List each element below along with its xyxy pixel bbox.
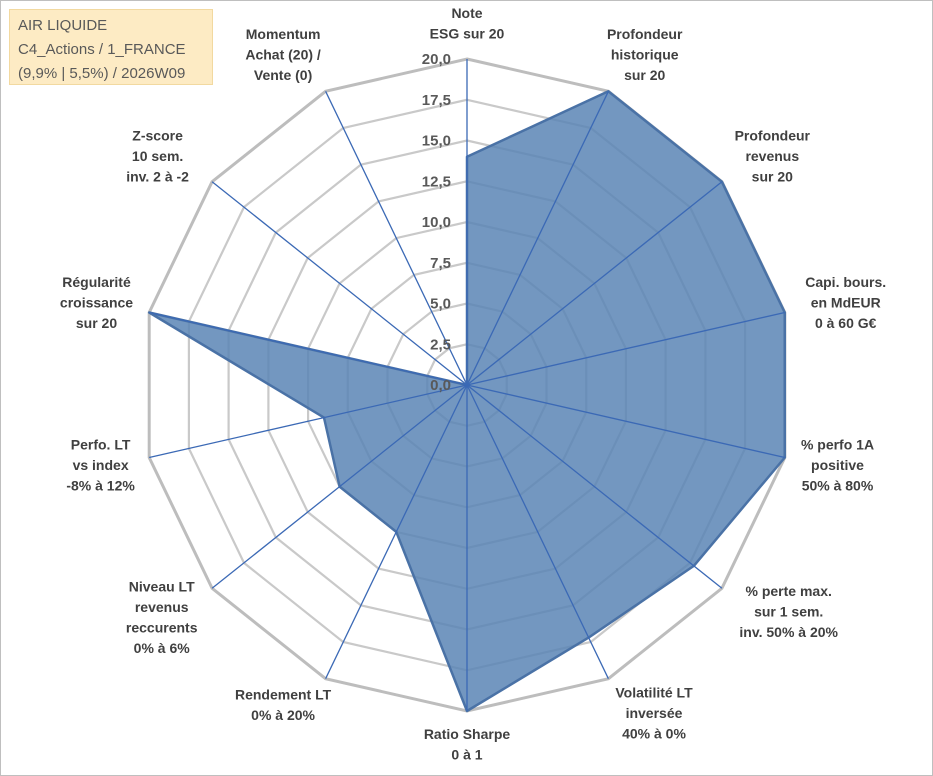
axis-label-line: reccurents	[126, 620, 198, 636]
axis-label-line: -8% à 12%	[66, 478, 135, 494]
tick-label: 17,5	[422, 92, 451, 109]
axis-label-line: % perfo 1A	[801, 437, 874, 453]
axis-label-line: historique	[611, 46, 679, 62]
radar-axis-labels: Note ESG sur 20 Profondeur historique sur 20…	[60, 5, 886, 763]
axis-spoke	[211, 181, 468, 386]
axis-label-line: % perte max.	[746, 583, 832, 599]
axis-spoke	[149, 384, 468, 459]
axis-label-line: sur 1 sem.	[754, 604, 823, 620]
axis-label-line: Volatilité LT	[615, 685, 693, 701]
axis-label: Profondeur revenus sur 20	[735, 127, 811, 184]
radar-tick-labels: 0,0 2,5 5,0 7,5 10,0 12,5 15,0 17,5 20,0	[422, 51, 451, 394]
tick-label: 5,0	[430, 296, 451, 313]
info-box: AIR LIQUIDE C4_Actions / 1_FRANCE (9,9% …	[9, 9, 213, 85]
axis-label-line: 0% à 6%	[134, 640, 191, 656]
axis-label-line: revenus	[135, 599, 189, 615]
axis-spoke	[466, 384, 723, 589]
axis-label: Capi. bours. en MdEUR 0 à 60 G€	[805, 274, 886, 331]
axis-spoke	[466, 311, 785, 386]
axis-spoke	[466, 384, 609, 679]
axis-label: Rendement LT 0% à 20%	[235, 687, 332, 724]
axis-spoke	[211, 384, 468, 589]
axis-label: % perfo 1A positive 50% à 80%	[801, 437, 874, 494]
axis-label-line: Z-score	[132, 127, 183, 143]
axis-label-line: sur 20	[752, 168, 793, 184]
axis-label: Volatilité LT inversée 40% à 0%	[615, 685, 693, 742]
radar-spokes	[149, 59, 785, 711]
tick-label: 0,0	[430, 377, 451, 394]
tick-label: 2,5	[430, 336, 451, 353]
axis-label: Niveau LT revenus reccurents 0% à 6%	[126, 579, 198, 657]
axis-label-line: en MdEUR	[811, 294, 881, 310]
axis-label-line: Perfo. LT	[71, 437, 131, 453]
info-period: (9,9% | 5,5%) / 2026W09	[18, 65, 186, 82]
axis-label-line: Achat (20) /	[245, 46, 321, 62]
axis-label-line: sur 20	[624, 67, 665, 83]
tick-label: 20,0	[422, 51, 451, 68]
axis-label-line: Niveau LT	[129, 579, 195, 595]
axis-spoke	[149, 311, 468, 386]
axis-label-line: 10 sem.	[132, 148, 183, 164]
axis-label-line: 0% à 20%	[251, 707, 315, 723]
axis-spoke	[466, 91, 609, 386]
axis-label-line: ESG sur 20	[430, 26, 505, 42]
axis-label: Ratio Sharpe 0 à 1	[424, 726, 511, 763]
axis-label-line: Ratio Sharpe	[424, 726, 511, 742]
axis-label-line: 0 à 60 G€	[815, 315, 877, 331]
axis-label-line: revenus	[745, 148, 799, 164]
axis-label-line: inv. 50% à 20%	[739, 624, 838, 640]
axis-spoke	[466, 384, 785, 459]
axis-label: Profondeur historique sur 20	[607, 26, 683, 83]
axis-label: Note ESG sur 20	[430, 5, 505, 42]
tick-label: 7,5	[430, 255, 451, 272]
axis-label-line: Profondeur	[607, 26, 683, 42]
tick-label: 15,0	[422, 133, 451, 150]
axis-label-line: Vente (0)	[254, 67, 312, 83]
axis-label-line: positive	[811, 457, 864, 473]
axis-label: Momentum Achat (20) / Vente (0)	[245, 26, 321, 83]
axis-label-line: Capi. bours.	[805, 274, 886, 290]
info-company: AIR LIQUIDE	[18, 17, 108, 34]
axis-label-line: croissance	[60, 294, 133, 310]
tick-label: 12,5	[422, 173, 451, 190]
axis-label-line: inversée	[626, 705, 683, 721]
axis-spoke	[325, 91, 468, 386]
axis-label-line: 0 à 1	[451, 747, 482, 763]
axis-spoke	[325, 384, 468, 679]
axis-label: Perfo. LT vs index -8% à 12%	[66, 437, 135, 494]
axis-label-line: 40% à 0%	[622, 726, 686, 742]
axis-label-line: inv. 2 à -2	[126, 168, 189, 184]
tick-label: 10,0	[422, 214, 451, 231]
axis-label-line: Régularité	[62, 274, 131, 290]
axis-label-line: Note	[451, 5, 482, 21]
axis-label: Régularité croissance sur 20	[60, 274, 133, 331]
axis-label-line: Rendement LT	[235, 687, 332, 703]
axis-label-line: 50% à 80%	[802, 478, 874, 494]
axis-label-line: Profondeur	[735, 127, 811, 143]
axis-label: Z-score 10 sem. inv. 2 à -2	[126, 127, 189, 184]
axis-label-line: vs index	[73, 457, 129, 473]
axis-label-line: sur 20	[76, 315, 117, 331]
axis-label-line: Momentum	[246, 26, 321, 42]
axis-spoke	[466, 181, 723, 386]
info-category: C4_Actions / 1_FRANCE	[18, 41, 186, 58]
axis-label: % perte max. sur 1 sem. inv. 50% à 20%	[739, 583, 838, 640]
